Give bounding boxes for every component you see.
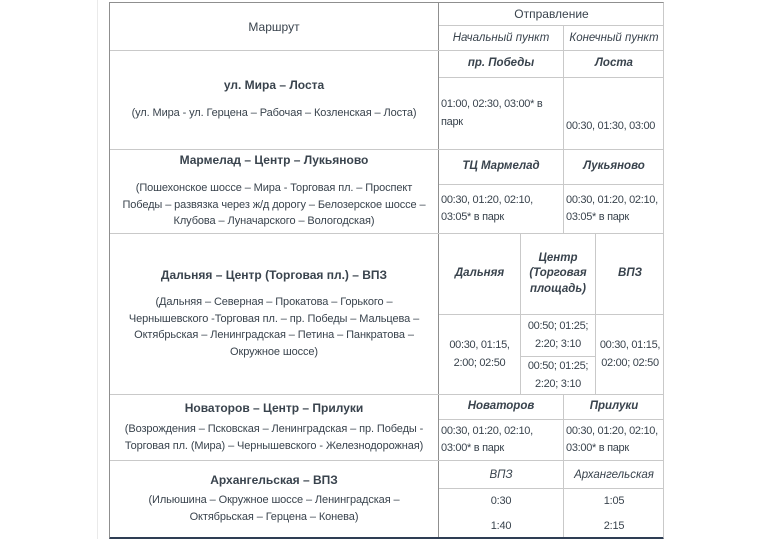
departure-times-column: 1:05 2:15 xyxy=(564,489,663,537)
departure-cell-group: пр. Победы Лоста 01:00, 02:30, 03:00* в … xyxy=(439,51,663,149)
stop-header: Лоста xyxy=(595,57,633,70)
end-point-header: Конечный пункт xyxy=(569,32,659,44)
table-header: Маршрут Отправление Начальный пункт Коне… xyxy=(110,3,664,50)
table-row: ул. Мира – Лоста (ул. Мира - ул. Герцена… xyxy=(110,50,663,149)
stop-header: ВПЗ xyxy=(439,461,564,488)
departure-times: 00:30, 01:20, 02:10, 03:00* в парк xyxy=(439,420,564,460)
route-title: Новаторов – Центр – Прилуки xyxy=(184,400,364,415)
route-cell: Архангельская – ВПЗ (Ильюшина – Окружное… xyxy=(110,461,439,537)
departure-time: 0:30 xyxy=(490,494,512,507)
stop-header: ТЦ Мармелад xyxy=(439,150,564,184)
mid-column-cells: 00:50; 01:25; 2:20; 3:10 00:50; 01:25; 2… xyxy=(521,315,596,394)
departure-times: 00:30, 01:20, 02:10, 03:05* в парк xyxy=(566,193,658,223)
route-cell: ул. Мира – Лоста (ул. Мира - ул. Герцена… xyxy=(110,51,439,149)
departure-cell-group: Дальняя Центр (Торговая площадь) ВПЗ 00:… xyxy=(439,234,663,394)
table-row: Дальняя – Центр (Торговая пл.) – ВПЗ (Да… xyxy=(110,233,663,394)
stop-header: Центр (Торговая площадь) xyxy=(521,234,596,314)
departure-cell-group: ТЦ Мармелад Лукьяново 00:30, 01:20, 02:1… xyxy=(439,150,663,233)
schedule-table: Маршрут Отправление Начальный пункт Коне… xyxy=(109,2,664,539)
departure-time: 1:05 xyxy=(603,494,625,507)
route-column-header: Маршрут xyxy=(110,3,439,50)
departure-times: 00:30, 01:15, 02:00; 02:50 xyxy=(599,339,661,369)
departure-header-group: Отправление Начальный пункт Конечный пун… xyxy=(439,3,664,50)
table-row: Новаторов – Центр – Прилуки (Возрождения… xyxy=(110,394,663,460)
departure-times: 00:30, 01:20, 02:10, 03:05* в парк xyxy=(439,185,564,233)
departure-times: 00:30, 01:30, 03:00 xyxy=(566,119,656,132)
stop-header: Дальняя xyxy=(439,234,521,314)
departure-times: 00:30, 01:15, 2:00; 02:50 xyxy=(439,315,521,394)
route-title: Архангельская – ВПЗ xyxy=(210,472,338,487)
departure-cell-group: Новаторов Прилуки 00:30, 01:20, 02:10, 0… xyxy=(439,395,663,460)
departure-times: 01:00, 02:30, 03:00* в парк xyxy=(439,78,564,149)
departure-header: Отправление xyxy=(439,3,664,26)
route-description: (Пошехонское шоссе – Мира - Торговая пл.… xyxy=(122,182,426,228)
departure-times: 00:50; 01:25; 2:20; 3:10 xyxy=(527,360,589,390)
route-cell: Мармелад – Центр – Лукьяново (Пошехонско… xyxy=(110,150,439,233)
start-point-header: Начальный пункт xyxy=(439,26,564,50)
stop-header: Новаторов xyxy=(439,395,564,419)
route-title: Мармелад – Центр – Лукьяново xyxy=(179,153,369,168)
page-edge-divider xyxy=(97,0,98,539)
route-cell: Дальняя – Центр (Торговая пл.) – ВПЗ (Да… xyxy=(110,234,439,394)
stop-header: ВПЗ xyxy=(618,267,642,280)
route-title: ул. Мира – Лоста xyxy=(223,78,325,93)
stop-header: пр. Победы xyxy=(439,51,564,77)
table-row: Архангельская – ВПЗ (Ильюшина – Окружное… xyxy=(110,460,663,537)
stop-header: Лукьяново xyxy=(583,160,645,173)
departure-cell-group: ВПЗ Архангельская 0:30 1:40 1:05 2:15 xyxy=(439,461,663,537)
departure-times: 00:50; 01:25; 2:20; 3:10 xyxy=(521,315,595,357)
stop-header: Прилуки xyxy=(589,400,639,413)
table-row: Мармелад – Центр – Лукьяново (Пошехонско… xyxy=(110,149,663,233)
route-title: Дальняя – Центр (Торговая пл.) – ВПЗ xyxy=(160,267,388,282)
route-description: (Возрождения – Псковская – Ленинградская… xyxy=(124,423,424,452)
route-description: (ул. Мира - ул. Герцена – Рабочая – Козл… xyxy=(131,107,417,120)
route-description: (Ильюшина – Окружное шоссе – Ленинградск… xyxy=(148,494,400,523)
departure-times: 00:30, 01:20, 02:10, 03:00* в парк xyxy=(566,424,658,454)
stop-header: Архангельская xyxy=(574,468,654,481)
departure-time: 1:40 xyxy=(490,519,512,532)
departure-times-column: 0:30 1:40 xyxy=(439,489,564,537)
departure-time: 2:15 xyxy=(603,519,625,532)
route-description: (Дальняя – Северная – Прокатова – Горько… xyxy=(128,296,420,358)
route-cell: Новаторов – Центр – Прилуки (Возрождения… xyxy=(110,395,439,460)
